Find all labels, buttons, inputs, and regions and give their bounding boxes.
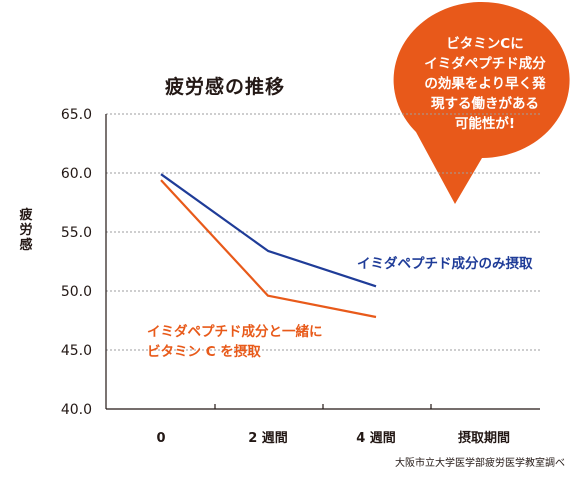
x-tick-label: 摂取期間 bbox=[458, 430, 510, 446]
callout-line-5: 可能性が! bbox=[454, 116, 516, 132]
series-lines bbox=[160, 173, 377, 319]
callout-text: ビタミンCに イミダペプチド成分 の効果をより早く発 現する働きがある 可能性が… bbox=[396, 34, 574, 134]
series-label-blue-text: イミダペプチド成分のみ摂取 bbox=[357, 256, 533, 272]
callout-bubble bbox=[393, 2, 570, 204]
y-tick-label: 45.0 bbox=[61, 343, 92, 359]
callout-line-1: ビタミンCに bbox=[446, 36, 524, 52]
tick-labels: 40.0 45.0 50.0 55.0 60.0 65.0 0 2 週間 4 週間 摂取期間 bbox=[61, 107, 510, 446]
series-label-orange: イミダペプチド成分と一緒に ビタミン C を摂取 bbox=[147, 322, 323, 362]
series-label-blue: イミダペプチド成分のみ摂取 bbox=[357, 254, 533, 274]
chart-title: 疲労感の推移 bbox=[165, 76, 286, 98]
series-label-orange-line2: ビタミン C を摂取 bbox=[147, 344, 261, 360]
x-tick-label: 0 bbox=[156, 431, 165, 446]
axes bbox=[105, 114, 540, 410]
x-tick-label: 2 週間 bbox=[248, 431, 288, 446]
callout-line-2: イミダペプチド成分 bbox=[424, 56, 546, 72]
grid-lines bbox=[106, 113, 540, 351]
y-tick-label: 40.0 bbox=[61, 402, 92, 418]
y-tick-label: 50.0 bbox=[61, 284, 92, 300]
series-label-orange-line1: イミダペプチド成分と一緒に bbox=[147, 324, 323, 340]
callout-line-4: 現する働きがある bbox=[431, 96, 539, 112]
y-tick-label: 55.0 bbox=[61, 225, 92, 241]
y-tick-label: 65.0 bbox=[61, 107, 92, 123]
x-tick-label: 4 週間 bbox=[356, 431, 396, 446]
series-line-orange bbox=[160, 179, 377, 319]
y-tick-label: 60.0 bbox=[61, 166, 92, 182]
y-axis-label: 疲労感 bbox=[19, 208, 33, 253]
source-note: 大阪市立大学医学部疲労医学教室調べ bbox=[395, 458, 565, 469]
series-line-blue bbox=[160, 173, 377, 288]
callout-line-3: の効果をより早く発 bbox=[424, 76, 546, 92]
